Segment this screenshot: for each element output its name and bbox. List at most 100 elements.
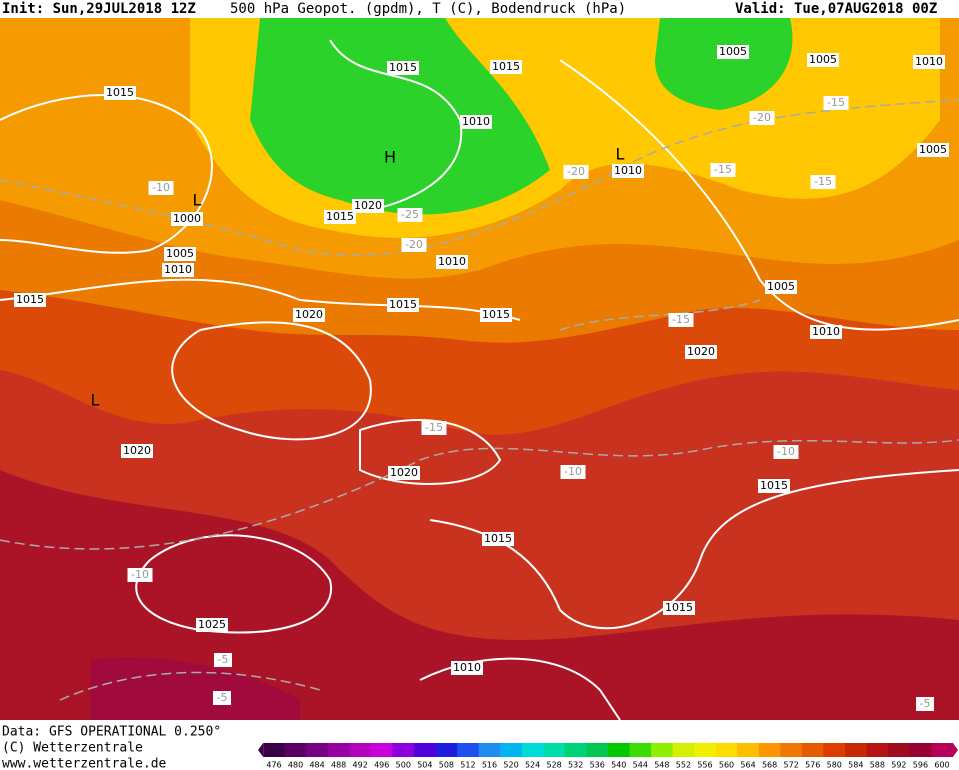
contour-label-box [460,115,492,129]
contour-label-box [387,61,419,75]
color-swatch [263,743,286,757]
isobar-label: 1010 [614,164,642,177]
scale-label: 476 [266,761,281,770]
isotherm-label: -5 [218,653,229,666]
scale-label: 496 [374,761,389,770]
isobar [0,94,213,254]
contour-label-box [917,143,949,157]
contour-label-box [749,111,775,125]
contour-label-box [421,421,447,435]
isobar [0,278,521,321]
map-title: 500 hPa Geopot. (gpdm), T (C), Bodendruc… [230,1,626,17]
scale-label: 508 [439,761,454,770]
isobar-label: 1005 [919,143,947,156]
isotherm-label: -15 [827,96,845,109]
pressure-center: L [193,191,202,210]
isobar-label: 1015 [326,210,354,223]
color-swatch [521,743,544,757]
isotherm-label: -20 [405,238,423,251]
isotherm-label: -15 [714,163,732,176]
contour-label-box [612,164,644,178]
color-swatch [888,743,911,757]
scale-label: 596 [913,761,928,770]
contour-label-box [717,45,749,59]
contour-label-box [916,697,934,711]
contour-label-box [451,661,483,675]
contour-label-box [913,55,945,69]
color-swatch [478,743,501,757]
purple-red-patch [90,657,300,720]
scale-label: 524 [525,761,540,770]
isobar [171,321,372,441]
color-swatch [370,743,394,757]
isotherm-label: -5 [920,697,931,710]
isotherm-label: -10 [777,445,795,458]
isobar-label: 1005 [809,53,837,66]
color-swatch [715,743,738,757]
scale-label: 536 [590,761,605,770]
isobar-label: 1015 [760,479,788,492]
contour-label-box [387,298,419,312]
isobar-label: 1020 [390,466,418,479]
scale-label: 552 [676,761,691,770]
contour-label-box [196,618,228,632]
isobar [419,657,621,721]
website: www.wetterzentrale.de [2,757,167,770]
scale-arrow-right [952,743,958,757]
isobar-label: 1015 [389,61,417,74]
color-swatch [672,743,695,757]
isotherm-label: -20 [567,165,585,178]
contour-label-box [758,479,790,493]
contour-label-box [482,532,514,546]
color-swatch [392,743,415,757]
scale-label: 504 [417,761,432,770]
isobar-label: 1020 [123,444,151,457]
contour-label-box [810,325,842,339]
scale-label: 492 [353,761,368,770]
scale-label: 500 [396,761,411,770]
contour-label-box [148,181,174,195]
isobar [559,59,959,331]
isobar-label: 1010 [164,263,192,276]
scale-label: 576 [805,761,820,770]
scale-label: 528 [546,761,561,770]
copyright: (C) Wetterzentrale [2,741,143,756]
color-swatch [780,743,803,757]
isobar [429,469,959,630]
isotherm-label: -20 [753,111,771,124]
color-swatch [435,743,458,757]
isobar-label: 1010 [812,325,840,338]
isotherm [0,439,959,550]
scale-label: 548 [654,761,669,770]
isobar-label: 1010 [438,255,466,268]
color-swatch [608,743,631,757]
isotherm-label: -10 [131,568,149,581]
isobar-label: 1020 [687,345,715,358]
scale-label: 540 [611,761,626,770]
scale-label: 560 [719,761,734,770]
contour-label-box [171,212,203,226]
isobar-label: 1020 [354,199,382,212]
scale-label: 588 [870,761,885,770]
scale-label: 516 [482,761,497,770]
color-swatch [801,743,824,757]
color-swatch [931,743,954,757]
contour-label-box [162,263,194,277]
isobar-label: 1015 [484,532,512,545]
scale-label: 592 [891,761,906,770]
isobar-label: 1025 [198,618,226,631]
pressure-center: L [616,145,625,164]
scale-label: 556 [697,761,712,770]
color-swatch [586,743,609,757]
contour-label-box [563,165,589,179]
contour-label-box [324,210,356,224]
isobar [359,419,502,485]
contour-label-box [810,175,836,189]
contour-label-box [685,345,717,359]
isotherm-label: -5 [217,691,228,704]
color-swatch [694,743,717,757]
isobar-label: 1015 [16,293,44,306]
color-swatch [651,743,674,757]
